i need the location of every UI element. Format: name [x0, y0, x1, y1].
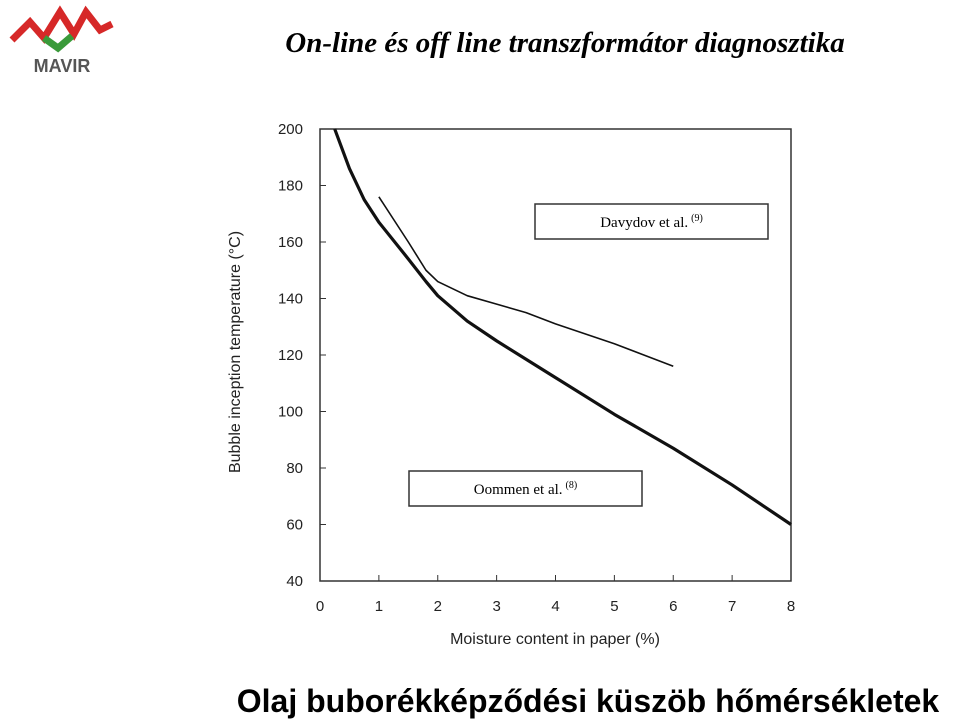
logo: MAVIR — [9, 5, 114, 76]
y-tick-label: 200 — [278, 121, 303, 138]
label-box — [534, 203, 769, 240]
y-tick-label: 100 — [278, 404, 303, 421]
y-tick-label: 140 — [278, 291, 303, 308]
plot-frame — [319, 128, 792, 582]
y-tick-label: 40 — [286, 573, 303, 590]
y-axis-label: Bubble inception temperature (°C) — [227, 231, 244, 473]
x-tick-label: 7 — [728, 598, 736, 615]
y-tick-label: 80 — [286, 460, 303, 477]
series-ref: (8) — [566, 480, 578, 491]
series-name: Davydov et al. — [600, 215, 688, 231]
y-tick-label: 160 — [278, 234, 303, 251]
slide-title: On-line és off line transzformátor diagn… — [285, 27, 844, 59]
label-box — [408, 470, 643, 507]
logo-text: MAVIR — [34, 56, 91, 76]
y-tick-label: 180 — [278, 178, 303, 195]
logo-mark — [41, 33, 75, 53]
x-tick-label: 5 — [610, 598, 618, 615]
x-tick-label: 0 — [316, 598, 324, 615]
x-tick-label: 3 — [492, 598, 500, 615]
series-line — [378, 196, 674, 368]
series-name: Oommen et al. — [474, 482, 563, 498]
y-tick-label: 60 — [286, 517, 303, 534]
series-line — [333, 128, 792, 526]
x-tick-label: 6 — [669, 598, 677, 615]
series-ref: (9) — [691, 213, 703, 224]
series-label: Oommen et al. (8) — [474, 480, 577, 498]
series-label: Davydov et al. (9) — [600, 213, 703, 231]
y-tick-label: 120 — [278, 347, 303, 364]
caption: Olaj buborékképződési küszöb hőmérséklet… — [237, 683, 940, 719]
x-tick-label: 2 — [434, 598, 442, 615]
x-axis-label: Moisture content in paper (%) — [450, 631, 660, 648]
x-tick-label: 1 — [375, 598, 383, 615]
x-tick-label: 8 — [787, 598, 795, 615]
logo-mark — [9, 5, 114, 44]
x-tick-label: 4 — [551, 598, 559, 615]
